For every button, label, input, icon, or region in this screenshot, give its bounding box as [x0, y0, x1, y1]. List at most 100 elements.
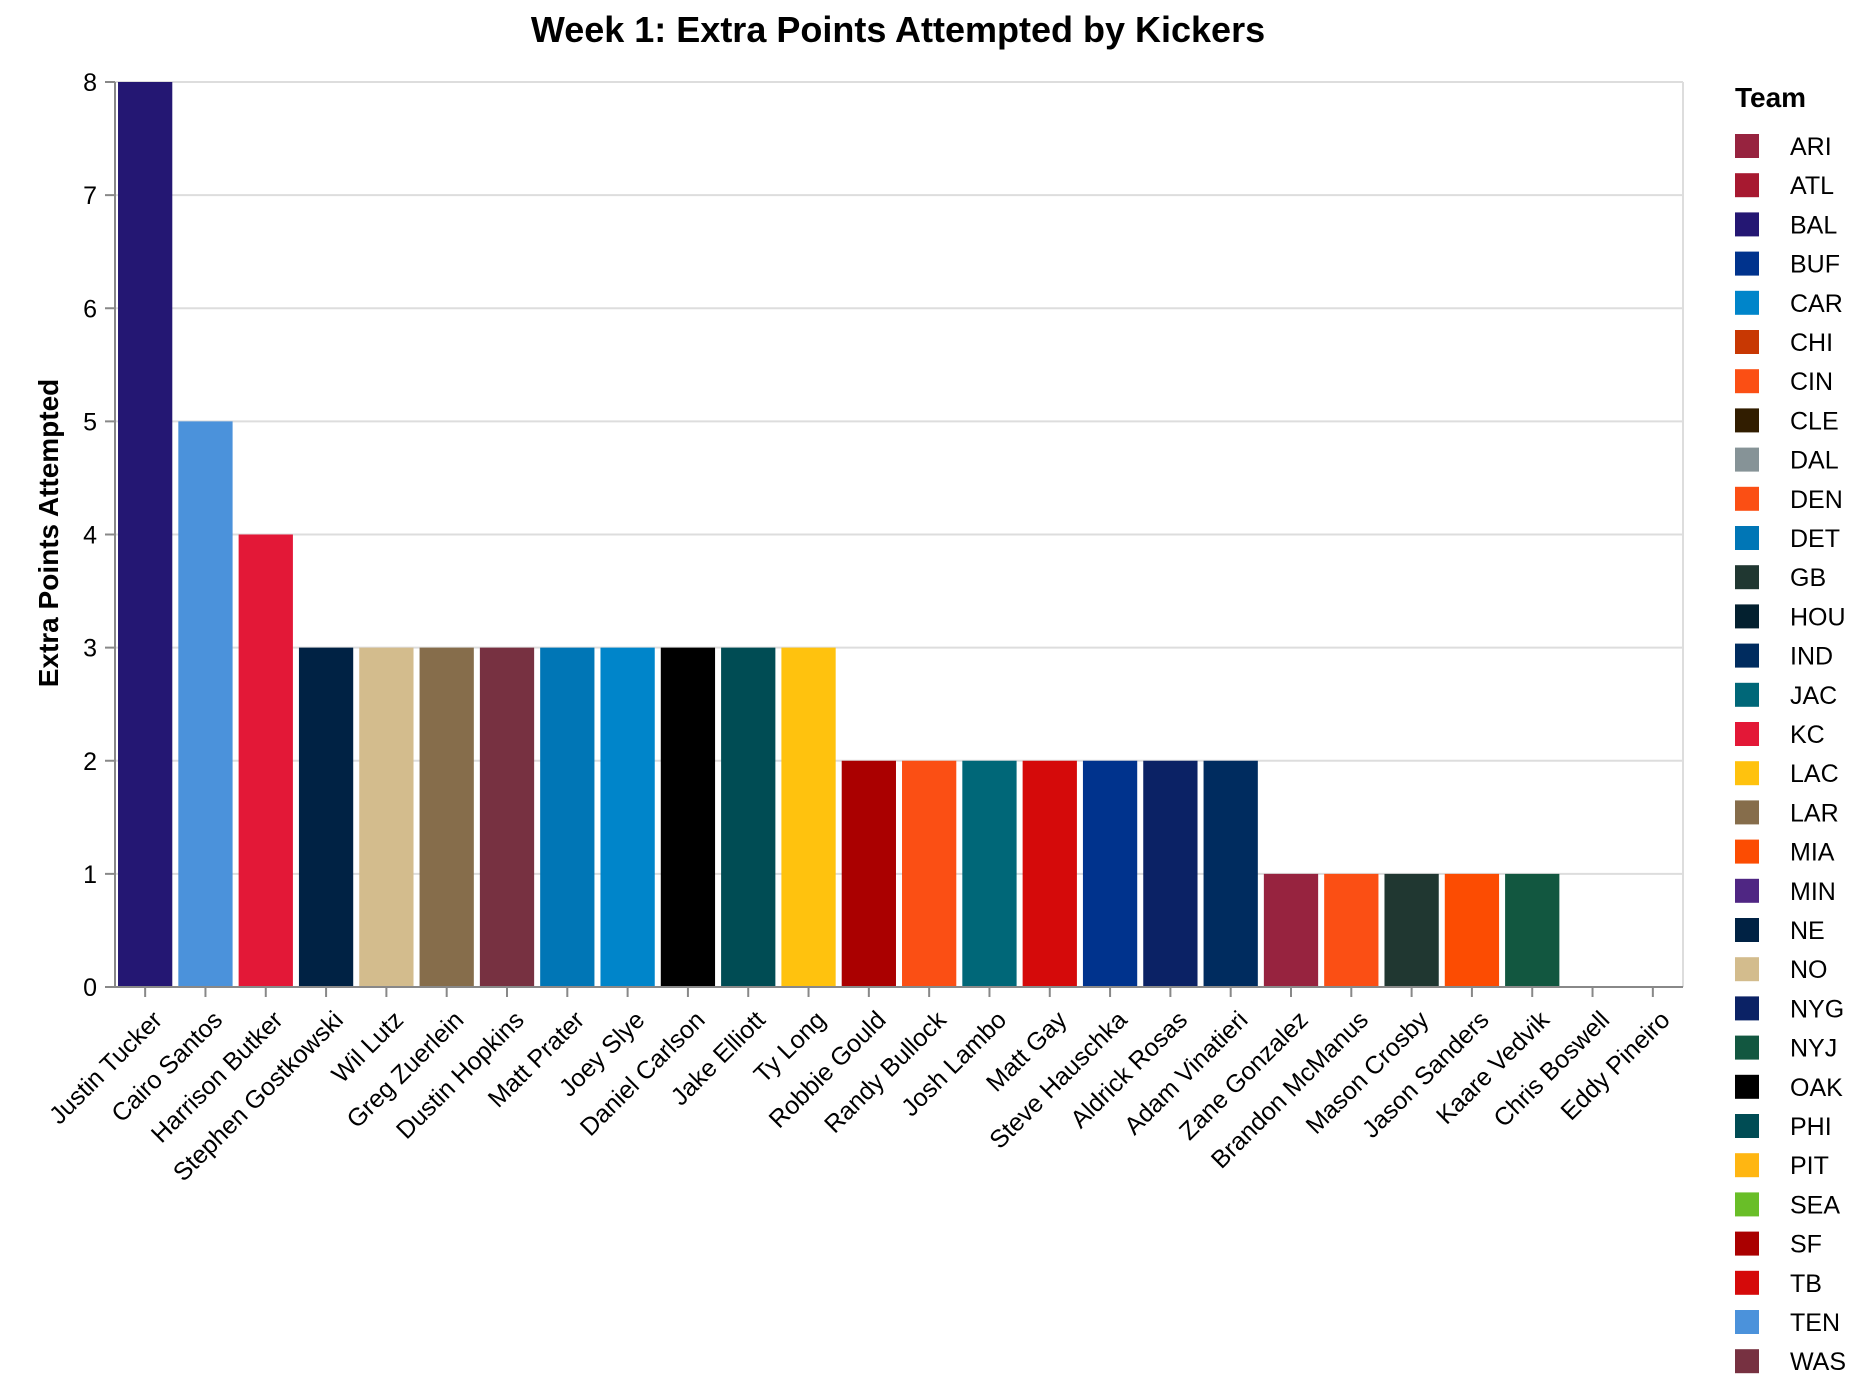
legend-label: LAC [1790, 760, 1839, 788]
legend-swatch-min [1735, 878, 1759, 903]
bar-brandon-mcmanus [1324, 873, 1379, 987]
bar-justin-tucker [118, 82, 173, 987]
bars [118, 82, 1560, 987]
y-tick-label: 2 [83, 748, 97, 776]
legend-label: DET [1790, 525, 1840, 553]
legend-swatch-sf [1735, 1231, 1759, 1256]
legend-label: NE [1790, 917, 1825, 945]
bar-steve-hauschka [1082, 760, 1138, 987]
legend-swatch-hou [1735, 604, 1759, 629]
legend-label: CAR [1790, 290, 1843, 318]
y-tick-label: 1 [83, 861, 97, 889]
bar-harrison-butker [238, 534, 293, 987]
bar-aldrick-rosas [1143, 760, 1198, 987]
legend-swatch-gb [1735, 565, 1759, 590]
legend-swatch-nyg [1735, 996, 1759, 1021]
legend-swatch-jac [1735, 682, 1759, 707]
legend-label: BUF [1790, 251, 1840, 279]
legend-swatch-tb [1735, 1270, 1759, 1295]
legend-label: NYG [1790, 995, 1844, 1023]
legend-swatch-car [1735, 290, 1759, 315]
y-tick-label: 5 [83, 408, 97, 436]
y-tick-label: 4 [83, 522, 97, 550]
legend-label: CIN [1790, 368, 1833, 396]
legend-swatch-was [1735, 1349, 1759, 1374]
legend-label: PHI [1790, 1113, 1832, 1141]
bar-matt-prater [540, 647, 595, 987]
y-tick-label: 3 [83, 635, 97, 663]
legend-label: PIT [1790, 1152, 1829, 1180]
legend-swatch-cle [1735, 408, 1759, 433]
bar-stephen-gostkowski [298, 647, 354, 987]
bar-daniel-carlson [660, 647, 716, 987]
legend: Team ARI ATL BAL BUF CAR CHI CIN CLE DAL DEN DET GB… [1735, 82, 1846, 1376]
legend-swatch-sea [1735, 1192, 1759, 1217]
bar-ty-long [781, 647, 836, 987]
legend-label: CLE [1790, 407, 1839, 435]
bar-dustin-hopkins [479, 647, 535, 987]
bar-wil-lutz [359, 647, 414, 987]
legend-label: ARI [1790, 133, 1832, 161]
legend-swatch-chi [1735, 330, 1759, 354]
legend-label: OAK [1790, 1074, 1843, 1102]
bar-randy-bullock [902, 760, 957, 987]
legend-swatch-oak [1735, 1074, 1759, 1099]
legend-swatch-ne [1735, 918, 1759, 942]
legend-label: GB [1790, 564, 1826, 592]
legend-label: NO [1790, 956, 1828, 984]
legend-swatch-atl [1735, 173, 1759, 198]
bar-greg-zuerlein [419, 647, 474, 987]
legend-label: WAS [1790, 1348, 1846, 1376]
legend-swatch-phi [1735, 1114, 1759, 1138]
legend-label: JAC [1790, 682, 1837, 710]
legend-label: MIA [1790, 839, 1835, 867]
y-axis-title: Extra Points Attempted [33, 379, 64, 688]
legend-swatch-pit [1735, 1153, 1759, 1178]
legend-swatch-den [1735, 486, 1759, 511]
bar-robbie-gould [841, 760, 896, 987]
bar-jake-elliott [721, 647, 776, 987]
legend-swatch-ten [1735, 1310, 1759, 1334]
legend-swatch-bal [1735, 212, 1759, 237]
legend-label: SF [1790, 1231, 1822, 1259]
bar-matt-gay [1022, 760, 1077, 987]
legend-label: DEN [1790, 486, 1843, 514]
bar-joey-slye [600, 647, 655, 987]
bar-cairo-santos [178, 421, 233, 987]
bar-adam-vinatieri [1203, 760, 1258, 987]
legend-swatch-dal [1735, 447, 1759, 472]
legend-label: SEA [1790, 1191, 1840, 1219]
legend-label: MIN [1790, 878, 1836, 906]
legend-label: DAL [1790, 447, 1839, 475]
legend-swatch-mia [1735, 839, 1759, 864]
bar-kaare-vedvik [1505, 873, 1560, 987]
legend-swatch-ari [1735, 134, 1759, 158]
legend-swatch-det [1735, 526, 1759, 550]
legend-label: TB [1790, 1270, 1822, 1298]
chart-title: Week 1: Extra Points Attempted by Kicker… [531, 9, 1265, 50]
bar-zane-gonzalez [1263, 873, 1319, 987]
legend-swatch-ind [1735, 643, 1759, 668]
legend-swatch-buf [1735, 251, 1759, 276]
legend-label: KC [1790, 721, 1825, 749]
y-tick-label: 0 [83, 974, 97, 1002]
legend-label: ATL [1790, 172, 1834, 200]
legend-label: LAR [1790, 799, 1839, 827]
legend-swatch-lac [1735, 761, 1759, 786]
y-tick-label: 8 [83, 69, 97, 97]
legend-label: BAL [1790, 211, 1837, 239]
legend-swatch-lar [1735, 800, 1759, 825]
legend-label: NYJ [1790, 1035, 1837, 1063]
legend-swatch-no [1735, 957, 1759, 982]
bar-jason-sanders [1444, 873, 1500, 987]
legend-label: TEN [1790, 1309, 1840, 1337]
y-tick-label: 6 [83, 295, 97, 323]
bar-mason-crosby [1384, 873, 1439, 987]
legend-swatch-cin [1735, 369, 1759, 394]
legend-label: HOU [1790, 603, 1846, 631]
bar-josh-lambo [962, 760, 1017, 987]
legend-title: Team [1735, 82, 1806, 113]
y-tick-label: 7 [83, 182, 97, 210]
legend-swatch-nyj [1735, 1035, 1759, 1060]
